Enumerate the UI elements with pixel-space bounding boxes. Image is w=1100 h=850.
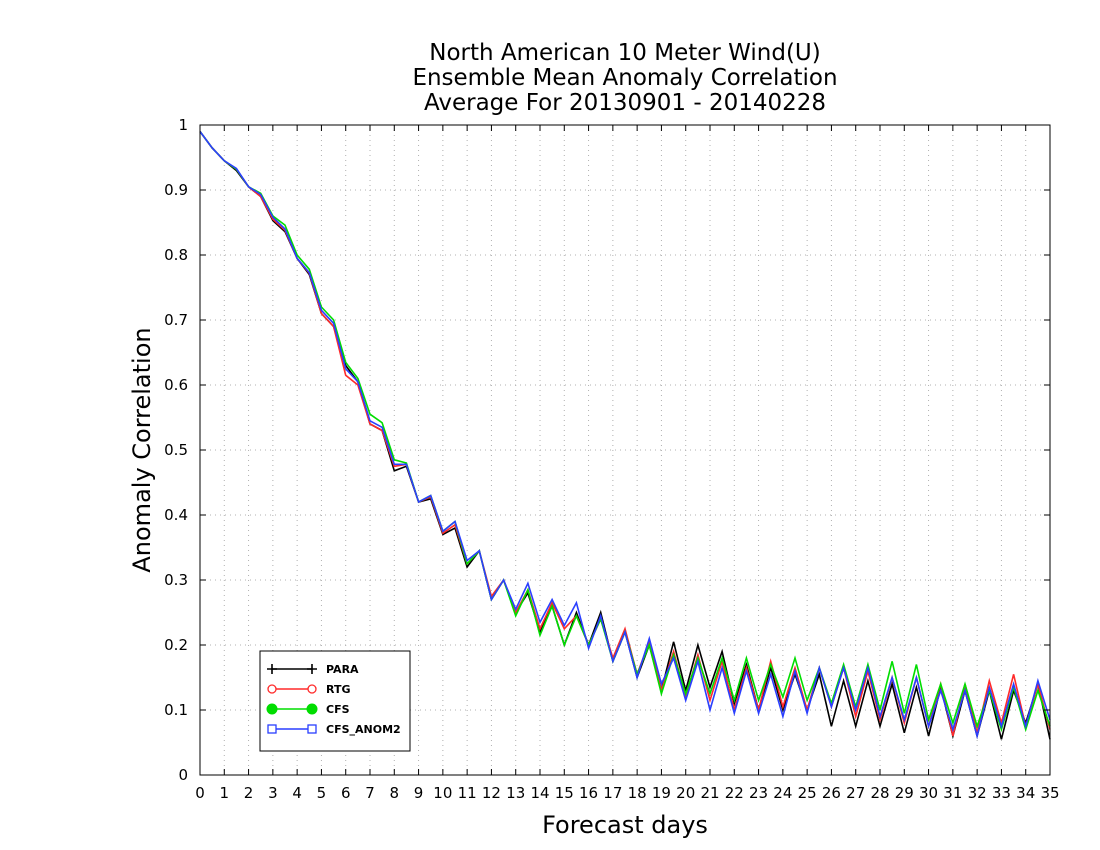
x-tick-label: 22: [725, 784, 744, 802]
x-tick-label: 27: [846, 784, 865, 802]
x-tick-label: 26: [822, 784, 841, 802]
x-tick-label: 35: [1040, 784, 1059, 802]
x-tick-label: 20: [676, 784, 695, 802]
legend-label-para: PARA: [326, 663, 359, 676]
x-tick-label: 1: [220, 784, 230, 802]
y-tick-label: 0.4: [164, 506, 188, 524]
legend-label-rtg: RTG: [326, 683, 351, 696]
y-tick-label: 0.1: [164, 701, 188, 719]
y-tick-label: 0: [178, 766, 188, 784]
title-line-3: Average For 20130901 - 20140228: [424, 90, 826, 116]
legend-marker-open-square-icon: [307, 724, 317, 734]
y-tick-label: 0.3: [164, 571, 188, 589]
x-tick-label: 13: [506, 784, 525, 802]
legend-marker-filled-circle-icon: [306, 703, 318, 715]
y-tick-label: 0.7: [164, 311, 188, 329]
y-tick-labels: 0 0.1 0.2 0.3 0.4 0.5 0.6 0.7 0.8 0.9 1: [164, 116, 188, 784]
title-line-1: North American 10 Meter Wind(U): [429, 40, 821, 66]
y-tick-label: 0.2: [164, 636, 188, 654]
x-tick-label: 3: [268, 784, 278, 802]
x-tick-label: 0: [195, 784, 205, 802]
x-tick-label: 14: [530, 784, 549, 802]
legend-marker-filled-circle-icon: [266, 703, 278, 715]
legend-marker-open-circle-icon: [267, 684, 277, 694]
x-tick-label: 2: [244, 784, 254, 802]
x-tick-label: 33: [992, 784, 1011, 802]
y-tick-label: 0.9: [164, 181, 188, 199]
series-lines: [199, 131, 1051, 740]
y-tick-label: 0.8: [164, 246, 188, 264]
x-tick-label: 32: [968, 784, 987, 802]
x-tick-labels: 0 1 2 3 4 5 6 7 8 9 10 11 12 13 14 15 16 17 18 19 20 21 22 23 24…: [195, 784, 1059, 802]
x-tick-label: 21: [700, 784, 719, 802]
legend-marker-open-circle-icon: [307, 684, 317, 694]
x-tick-label: 19: [652, 784, 671, 802]
legend-marker-plus-icon: [267, 664, 277, 674]
x-tick-label: 17: [603, 784, 622, 802]
y-axis-label: Anomaly Correlation: [128, 327, 156, 572]
x-tick-label: 29: [895, 784, 914, 802]
x-tick-label: 28: [870, 784, 889, 802]
x-tick-label: 25: [798, 784, 817, 802]
grid: [200, 125, 1050, 775]
x-tick-label: 24: [773, 784, 792, 802]
title-line-2: Ensemble Mean Anomaly Correlation: [412, 65, 837, 91]
x-tick-label: 11: [458, 784, 477, 802]
y-tick-label: 0.5: [164, 441, 188, 459]
x-tick-label: 31: [943, 784, 962, 802]
series-line-cfs: [199, 131, 1051, 733]
legend-label-cfs: CFS: [326, 703, 350, 716]
x-tick-label: 8: [390, 784, 400, 802]
x-tick-label: 10: [433, 784, 452, 802]
series-line-cfs-anom2: [199, 131, 1051, 740]
legend-label-cfs-anom2: CFS_ANOM2: [326, 723, 401, 736]
legend-marker-open-square-icon: [267, 724, 277, 734]
x-tick-label: 9: [414, 784, 424, 802]
x-tick-label: 30: [919, 784, 938, 802]
legend-marker-plus-icon: [307, 664, 317, 674]
axis-ticks: [199, 124, 1051, 776]
series-line-para: [199, 131, 1051, 740]
x-tick-label: 34: [1016, 784, 1035, 802]
x-tick-label: 6: [341, 784, 351, 802]
x-tick-label: 16: [579, 784, 598, 802]
x-tick-label: 4: [292, 784, 302, 802]
x-tick-label: 15: [555, 784, 574, 802]
chart-title: North American 10 Meter Wind(U) Ensemble…: [412, 40, 837, 116]
x-tick-label: 7: [365, 784, 375, 802]
y-tick-label: 1: [178, 116, 188, 134]
legend-box: [259, 650, 411, 752]
y-tick-label: 0.6: [164, 376, 188, 394]
x-axis-label: Forecast days: [542, 811, 708, 839]
x-tick-label: 18: [628, 784, 647, 802]
x-tick-label: 5: [317, 784, 327, 802]
x-tick-label: 12: [482, 784, 501, 802]
legend: PARA RTG CFS CFS_ANOM2: [259, 650, 411, 752]
x-tick-label: 23: [749, 784, 768, 802]
